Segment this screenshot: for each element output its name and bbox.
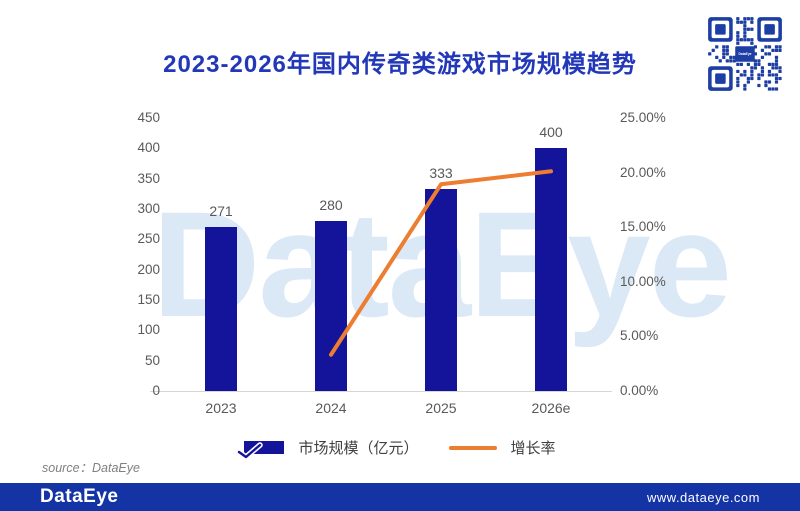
check-icon [236,442,264,460]
bar-value-label: 280 [319,197,343,214]
y-axis-tick-left: 100 [137,322,160,338]
legend-bar-swatch [236,441,285,460]
x-axis-line [150,391,612,392]
growth-rate-line [329,169,553,357]
source-note: source：DataEye [42,461,140,475]
y-axis-tick-right: 15.00% [620,219,666,235]
y-axis-tick-left: 200 [137,261,160,277]
footer-logo: DataEye [40,486,119,507]
bar-2025 [425,188,457,391]
y-axis-tick-right: 20.00% [620,164,666,180]
market-size-chart: DataEye 0501001502002503003504004500.00%… [100,108,732,420]
y-axis-tick-left: 0 [152,383,160,398]
chart-legend: 市场规模（亿元） 增长率 [0,437,800,460]
footer-url: www.dataeye.com [647,489,760,505]
y-axis-tick-right: 25.00% [620,110,666,125]
legend-label-market-size: 市场规模（亿元） [298,440,419,457]
y-axis-tick-left: 450 [137,110,160,125]
y-axis-tick-left: 50 [144,352,160,368]
bar-2024 [315,221,347,391]
y-axis-tick-left: 300 [137,201,160,216]
qr-code: DataEye [704,13,786,95]
x-axis-label-2024: 2024 [315,400,347,416]
footer-bar: DataEye www.dataeye.com [0,483,800,511]
x-axis-label-2025: 2025 [425,400,457,416]
x-axis-label-2026e: 2026e [531,400,571,416]
bar-2026e [535,148,567,391]
bar-value-label: 271 [209,202,233,219]
legend-label-growth-rate: 增长率 [510,440,556,457]
y-axis-tick-left: 350 [137,170,160,186]
svg-text:DataEye: DataEye [738,52,751,56]
bar-value-label: 400 [539,124,563,141]
x-axis-label-2023: 2023 [205,400,237,416]
bar-2023 [205,226,237,391]
y-axis-tick-left: 250 [137,231,160,247]
y-axis-tick-right: 5.00% [620,328,659,344]
y-axis-tick-right: 10.00% [620,273,666,289]
y-axis-tick-left: 150 [137,292,160,307]
y-axis-tick-right: 0.00% [620,383,659,398]
bar-value-label: 333 [429,164,453,181]
page-title: 2023-2026年国内传奇类游戏市场规模趋势 [163,51,637,78]
y-axis-tick-left: 400 [137,140,160,156]
legend-line-swatch [448,445,497,450]
